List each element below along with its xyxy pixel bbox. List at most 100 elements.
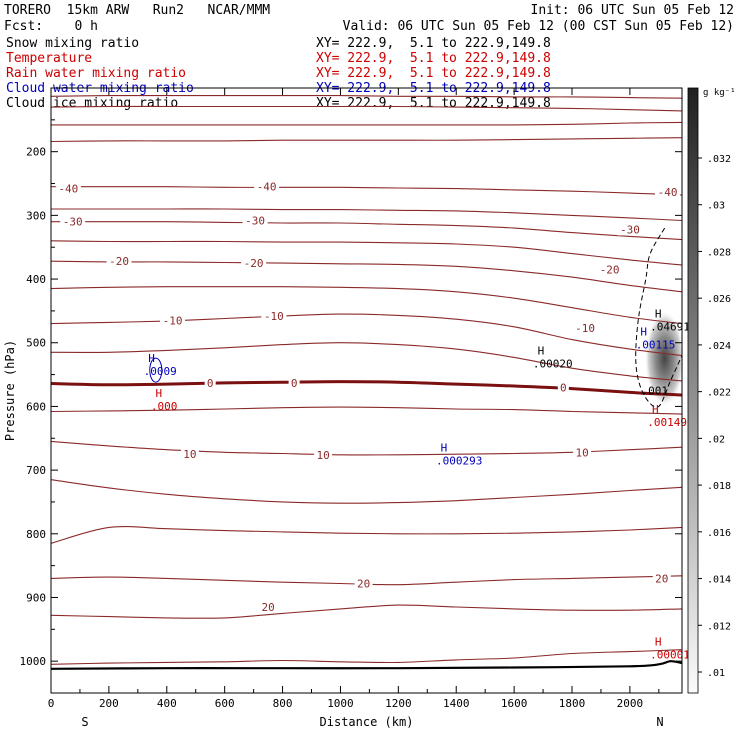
- contour-label-bg: [259, 601, 278, 614]
- isotherm-line: [51, 221, 682, 241]
- isotherm-line: [51, 105, 682, 112]
- contour-label-bg: [617, 223, 643, 236]
- contour-label: 0: [207, 377, 214, 390]
- legend-label-temperature: Temperature: [6, 51, 93, 66]
- colorbar-label: .026: [707, 294, 731, 305]
- isotherm-line: [51, 208, 682, 222]
- contour-label-bg: [652, 572, 671, 585]
- colorbar-label: .018: [707, 481, 731, 492]
- extremum-marker: H: [652, 403, 659, 416]
- contour-label-bg: [242, 214, 268, 227]
- contour-label-bg: [573, 446, 592, 459]
- y-tick-label: 300: [26, 209, 46, 222]
- extremum-marker: H: [156, 387, 163, 400]
- contour-label: -10: [163, 314, 183, 327]
- x-tick-label: 1600: [501, 697, 528, 710]
- contour-label-bg: [288, 376, 300, 389]
- colorbar-label: .028: [707, 247, 731, 258]
- x-tick-label: 1200: [385, 697, 412, 710]
- contour-label: 20: [261, 601, 274, 614]
- colorbar: [687, 87, 699, 694]
- contour-label: -20: [244, 257, 264, 270]
- contour-label-bg: [314, 448, 333, 461]
- colorbar-label: .016: [707, 528, 731, 539]
- extremum-value: .00115: [636, 338, 676, 351]
- contour-label: -30: [245, 214, 265, 227]
- colorbar-label: .012: [707, 621, 731, 632]
- cloud-ice-shading: [644, 310, 685, 407]
- y-tick-label: 1000: [20, 655, 47, 668]
- x-axis-end-south: S: [81, 715, 88, 729]
- extremum-value: .0009: [144, 365, 177, 378]
- colorbar-label: .03: [707, 201, 725, 212]
- x-axis-label: Distance (km): [320, 715, 414, 729]
- isotherm-line: [51, 342, 682, 382]
- colorbar-label: .02: [707, 434, 725, 445]
- extremum-value: .001: [641, 384, 668, 397]
- contour-label-bg: [241, 257, 267, 270]
- isotherm-line: [51, 406, 682, 415]
- y-tick-label: 500: [26, 337, 46, 350]
- contour-label: 0: [291, 377, 298, 390]
- x-tick-label: 800: [273, 697, 293, 710]
- contour-label-bg: [180, 448, 199, 461]
- isotherm-line: [51, 240, 682, 266]
- extremum-marker: H: [655, 308, 662, 321]
- extremum-marker: H: [148, 352, 155, 365]
- contour-label: -20: [600, 264, 620, 277]
- y-tick-label: 200: [26, 146, 46, 159]
- extremum-value: .04691: [650, 321, 690, 334]
- contour-label: -40: [58, 183, 78, 196]
- run-title: TORERO 15km ARW Run2 NCAR/MMM: [4, 3, 271, 18]
- isotherm-line: [51, 649, 682, 665]
- colorbar-label: .022: [707, 388, 731, 399]
- x-tick-label: 0: [48, 697, 55, 710]
- contour-label: -40: [257, 181, 277, 194]
- legend-xy-rain: XY= 222.9, 5.1 to 222.9,149.8: [316, 66, 551, 81]
- contour-label-bg: [572, 322, 598, 335]
- isotherm-line: [51, 121, 682, 126]
- contour-label: -20: [109, 255, 129, 268]
- legend-xy-snow: XY= 222.9, 5.1 to 222.9,149.8: [316, 36, 551, 51]
- y-tick-label: 800: [26, 528, 46, 541]
- y-tick-label: 600: [26, 400, 46, 413]
- extremum-marker: H: [538, 345, 545, 358]
- isotherm-line: [51, 186, 682, 196]
- extremum-marker: H: [655, 636, 662, 649]
- colorbar-unit: g kg⁻¹: [703, 88, 736, 98]
- valid-time: Valid: 06 UTC Sun 05 Feb 12 (00 CST Sun …: [342, 19, 734, 34]
- contour-label: -40: [658, 186, 678, 199]
- contour-label: -30: [63, 216, 83, 229]
- contour-label-bg: [261, 309, 287, 322]
- y-tick-label: 400: [26, 273, 46, 286]
- colorbar-label: .01: [707, 668, 725, 679]
- extremum-marker: H: [640, 325, 647, 338]
- x-tick-label: 200: [99, 697, 119, 710]
- extremum-value: .000293: [436, 454, 482, 467]
- contour-label: 10: [183, 448, 196, 461]
- contour-label: -10: [264, 310, 284, 323]
- cloud-water-contour: [149, 357, 163, 383]
- contour-label: -30: [620, 223, 640, 236]
- isotherm-line: [51, 604, 682, 619]
- y-tick-label: 700: [26, 464, 46, 477]
- contour-label-bg: [655, 185, 681, 198]
- extremum-value: .001496: [647, 416, 693, 429]
- x-tick-label: 1400: [443, 697, 470, 710]
- x-tick-label: 600: [215, 697, 235, 710]
- contour-label: 20: [655, 572, 668, 585]
- legend-label-snow: Snow mixing ratio: [6, 36, 140, 51]
- isotherm-line: [51, 95, 682, 99]
- colorbar-label: .032: [707, 154, 731, 165]
- y-tick-label: 900: [26, 591, 46, 604]
- isotherm-line: [51, 137, 682, 143]
- contour-label: 20: [357, 577, 370, 590]
- contour-label-bg: [160, 314, 186, 327]
- contour-label: 10: [576, 446, 589, 459]
- surface-line: [50, 660, 683, 670]
- contour-label: 10: [316, 449, 329, 462]
- contour-label: -10: [575, 322, 595, 335]
- init-time: Init: 06 UTC Sun 05 Feb 12: [530, 3, 735, 18]
- contour-label-bg: [597, 263, 623, 276]
